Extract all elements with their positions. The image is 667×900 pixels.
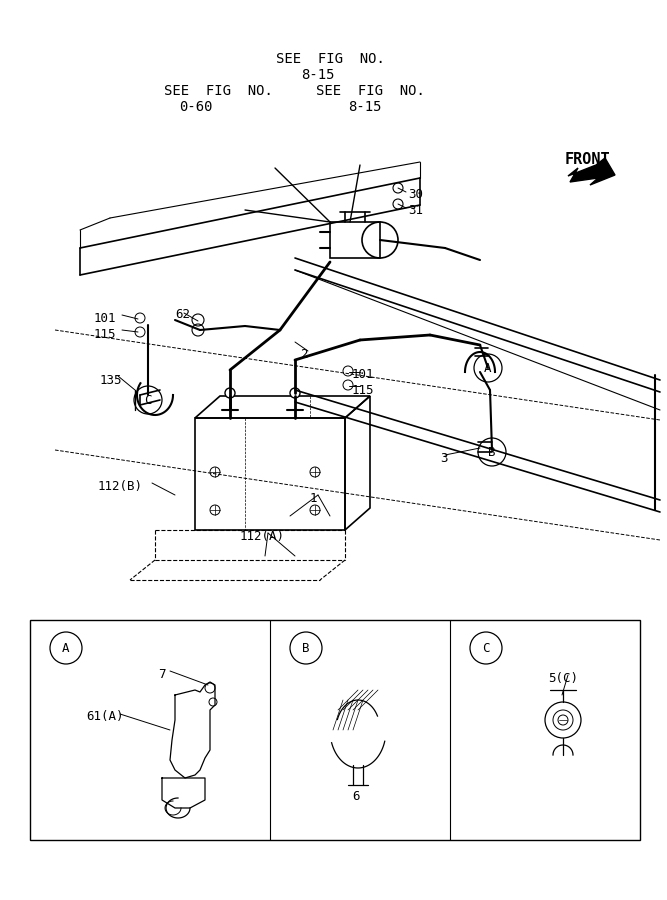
Text: SEE  FIG  NO.: SEE FIG NO. (275, 52, 384, 66)
Bar (30, 620, 640, 840)
Text: A: A (62, 642, 70, 654)
Text: 31: 31 (408, 204, 423, 217)
Text: A: A (484, 362, 492, 374)
Circle shape (225, 388, 235, 398)
Text: 115: 115 (352, 384, 374, 397)
Text: 3: 3 (440, 452, 448, 465)
Text: 62: 62 (175, 308, 190, 321)
Text: 2: 2 (300, 348, 307, 361)
Bar (195, 418, 345, 530)
Text: 8-15: 8-15 (301, 68, 335, 82)
Text: SEE  FIG  NO.: SEE FIG NO. (163, 84, 272, 98)
Text: 112(B): 112(B) (98, 480, 143, 493)
Text: 5(C): 5(C) (548, 672, 578, 685)
Text: 101: 101 (352, 368, 374, 381)
Text: 135: 135 (100, 374, 123, 387)
Text: C: C (144, 393, 152, 407)
Text: 30: 30 (408, 188, 423, 201)
Circle shape (558, 715, 568, 725)
Text: 7: 7 (158, 668, 165, 681)
Polygon shape (568, 158, 615, 185)
Text: SEE  FIG  NO.: SEE FIG NO. (315, 84, 424, 98)
Text: 101: 101 (94, 312, 117, 325)
Text: 61(A): 61(A) (86, 710, 123, 723)
Text: B: B (302, 642, 309, 654)
Text: 6: 6 (352, 790, 360, 803)
Text: FRONT: FRONT (565, 152, 610, 167)
Text: 115: 115 (94, 328, 117, 341)
Text: 1: 1 (310, 492, 317, 505)
Text: C: C (482, 642, 490, 654)
Circle shape (290, 388, 300, 398)
Text: 8-15: 8-15 (348, 100, 382, 114)
Text: B: B (488, 446, 496, 458)
Text: 0-60: 0-60 (179, 100, 213, 114)
Text: 112(A): 112(A) (240, 530, 285, 543)
